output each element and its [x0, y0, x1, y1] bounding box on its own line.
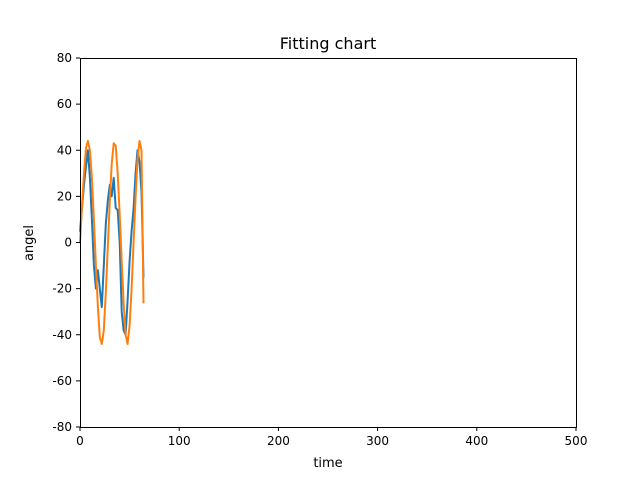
series-line-1 — [79, 149, 145, 336]
plot-frame — [80, 58, 577, 428]
y-tick-label: 60 — [57, 97, 72, 111]
x-tick-label: 300 — [366, 434, 389, 448]
series-line-2 — [79, 140, 145, 345]
y-tick-label: 80 — [57, 51, 72, 65]
x-tick-label: 100 — [168, 434, 191, 448]
y-tick-label: -80 — [52, 420, 72, 434]
y-tick-label: 0 — [64, 236, 72, 250]
x-tick-label: 400 — [465, 434, 488, 448]
x-tick-label: 200 — [267, 434, 290, 448]
y-tick-label: -60 — [52, 374, 72, 388]
chart-title: Fitting chart — [280, 34, 376, 53]
y-axis-label: angel — [22, 225, 37, 261]
y-tick-label: 40 — [57, 143, 72, 157]
x-tick-label: 0 — [76, 434, 84, 448]
y-tick-label: -40 — [52, 328, 72, 342]
y-tick-label: 20 — [57, 189, 72, 203]
x-axis-label: time — [313, 456, 342, 471]
x-tick-label: 500 — [565, 434, 588, 448]
y-axis: -80 -60 -40 -20 0 20 40 60 80 — [52, 51, 80, 434]
x-axis: 0 100 200 300 400 500 — [76, 427, 587, 448]
series-layer — [79, 140, 145, 345]
y-tick-label: -20 — [52, 282, 72, 296]
